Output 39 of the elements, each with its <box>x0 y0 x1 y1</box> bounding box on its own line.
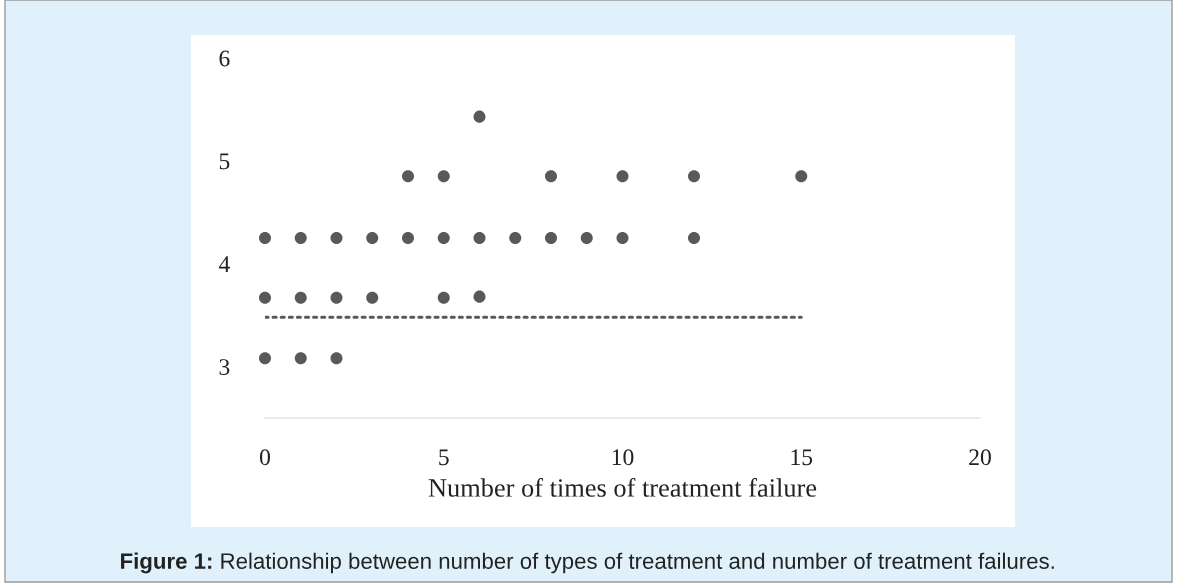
point <box>330 291 343 304</box>
point <box>616 231 629 245</box>
point <box>330 231 343 245</box>
point <box>366 231 379 245</box>
point <box>473 231 486 245</box>
point <box>294 291 307 304</box>
y-tick-label: 6 <box>219 50 230 67</box>
point <box>544 231 558 245</box>
point <box>580 231 593 245</box>
point <box>258 352 272 365</box>
point <box>437 170 450 183</box>
point <box>401 170 415 183</box>
point <box>509 231 522 245</box>
x-tick-label: 15 <box>791 449 813 466</box>
y-tick-label: 4 <box>218 256 230 272</box>
point <box>616 170 629 183</box>
point <box>258 291 272 304</box>
point <box>795 170 808 183</box>
y-tick-label: 5 <box>219 153 230 170</box>
x-tick-label: 10 <box>612 449 634 466</box>
point <box>366 291 379 304</box>
point <box>330 352 343 365</box>
caption: Figure 1: Relationship between number of types of treatment and number of treatment failures. <box>121 552 1054 574</box>
point <box>687 170 701 183</box>
point <box>294 231 307 245</box>
x-tick-label: 5 <box>439 449 449 466</box>
point <box>401 231 415 245</box>
point <box>473 290 486 303</box>
point <box>258 231 272 245</box>
x-tick-label: 20 <box>969 449 991 466</box>
y-tick-label: 3 <box>219 359 230 375</box>
point <box>437 291 450 304</box>
x-axis-title: Number of times of treatment failure <box>428 478 817 497</box>
point <box>473 110 486 123</box>
point <box>437 231 450 245</box>
x-tick-label: 0 <box>260 449 270 466</box>
point <box>687 231 701 245</box>
point <box>294 352 307 365</box>
point <box>544 170 558 183</box>
